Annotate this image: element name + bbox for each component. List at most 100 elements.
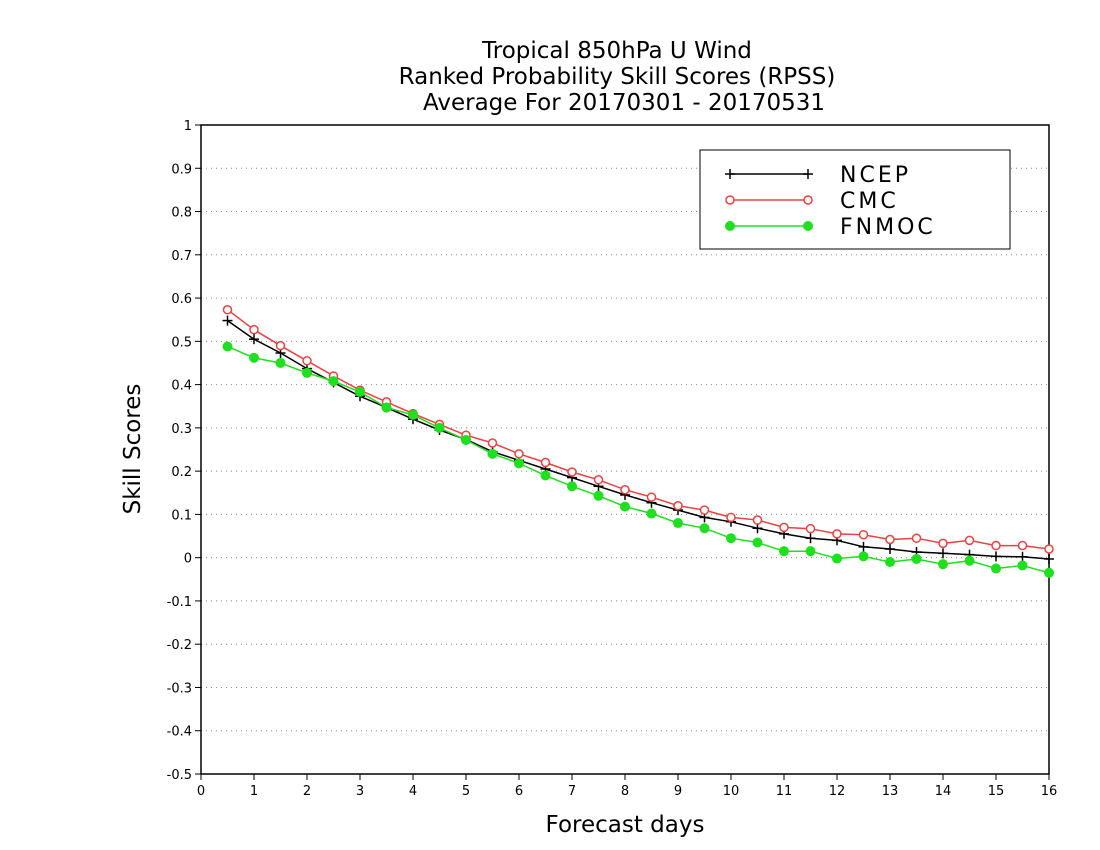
title-line-3: Average For 20170301 - 20170531 <box>423 90 825 116</box>
x-tick-label: 1 <box>250 784 258 799</box>
x-tick-label: 10 <box>723 784 740 799</box>
legend-label-ncep: NCEP <box>840 163 911 188</box>
data-point-fnmoc <box>646 508 657 519</box>
legend-label-fnmoc: FNMOC <box>840 215 936 240</box>
y-tick-label: 0.7 <box>171 249 192 264</box>
data-point-fnmoc <box>381 402 392 413</box>
y-tick-label: 0.9 <box>171 162 192 177</box>
y-tick-label: -0.3 <box>167 681 192 696</box>
data-point-fnmoc <box>1017 560 1028 571</box>
data-point-cmc <box>964 535 975 546</box>
data-point-cmc <box>858 529 869 540</box>
data-point-cmc <box>620 484 630 495</box>
data-point-cmc <box>832 529 842 539</box>
y-tick-label: -0.2 <box>167 638 192 653</box>
data-point-ncep <box>1017 551 1028 562</box>
data-point-cmc <box>646 492 657 502</box>
data-point-cmc <box>805 523 816 534</box>
data-point-fnmoc <box>328 376 339 387</box>
data-point-cmc <box>938 538 948 549</box>
data-point-cmc <box>593 475 604 485</box>
x-tick-label: 15 <box>988 784 1005 799</box>
data-point-cmc <box>911 533 922 543</box>
data-point-fnmoc <box>593 490 604 501</box>
legend-item-ncep: NCEP <box>725 163 911 188</box>
data-point-ncep <box>249 334 259 345</box>
x-tick-label: 12 <box>829 784 846 799</box>
x-tick-label: 11 <box>776 784 793 799</box>
data-point-ncep <box>805 533 816 544</box>
data-point-ncep <box>858 541 869 552</box>
data-point-fnmoc <box>514 458 524 469</box>
series-line-fnmoc <box>227 345 1050 574</box>
legend-swatch-marker <box>803 221 813 231</box>
x-tick-label: 16 <box>1041 784 1058 799</box>
x-tick-label: 3 <box>356 784 364 799</box>
data-point-cmc <box>699 505 710 515</box>
x-tick-label: 0 <box>197 784 205 799</box>
data-point-fnmoc <box>355 386 365 397</box>
y-axis-label: Skill Scores <box>120 384 146 515</box>
legend-swatch-marker <box>803 169 813 179</box>
series-fnmoc <box>222 341 1054 578</box>
data-point-ncep <box>222 315 233 326</box>
y-tick-label: 0.6 <box>171 292 192 307</box>
y-tick-label: -0.5 <box>167 768 192 783</box>
data-point-fnmoc <box>1044 567 1054 578</box>
x-tick-label: 2 <box>303 784 311 799</box>
data-point-fnmoc <box>434 422 445 433</box>
x-tick-label: 6 <box>515 784 523 799</box>
data-point-fnmoc <box>964 555 975 566</box>
data-point-ncep <box>752 523 763 534</box>
y-tick-label: -0.1 <box>167 595 192 610</box>
legend-swatch-marker <box>803 195 813 205</box>
data-point-fnmoc <box>699 523 710 534</box>
series-line-ncep <box>227 319 1050 560</box>
data-point-ncep <box>1044 553 1054 564</box>
x-tick-label: 9 <box>674 784 682 799</box>
data-point-fnmoc <box>991 563 1001 574</box>
data-point-fnmoc <box>938 559 948 570</box>
data-point-cmc <box>514 449 524 459</box>
series-ncep <box>222 315 1054 564</box>
x-axis-label: Forecast days <box>546 812 705 838</box>
y-tick-label: 0.8 <box>171 206 192 221</box>
data-point-cmc <box>302 356 312 366</box>
data-point-fnmoc <box>620 501 630 512</box>
data-point-cmc <box>726 512 736 523</box>
title-line-1: Tropical 850hPa U Wind <box>481 38 752 64</box>
x-tick-label: 4 <box>409 784 417 799</box>
data-point-cmc <box>275 340 286 351</box>
x-tick-label: 5 <box>462 784 470 799</box>
data-point-fnmoc <box>302 367 312 378</box>
x-tick-label: 13 <box>882 784 899 799</box>
legend-swatch-marker <box>725 169 735 179</box>
data-point-cmc <box>991 540 1001 551</box>
y-tick-label: -0.4 <box>167 725 192 740</box>
y-tick-label: 0.1 <box>171 508 192 523</box>
data-point-fnmoc <box>911 553 922 564</box>
data-point-cmc <box>540 457 551 468</box>
x-tick-label: 14 <box>935 784 952 799</box>
data-point-fnmoc <box>858 551 869 562</box>
data-point-fnmoc <box>805 546 816 557</box>
series-line-cmc <box>227 309 1050 550</box>
data-point-fnmoc <box>567 481 577 492</box>
y-tick-label: 0.5 <box>171 335 192 350</box>
data-point-ncep <box>885 544 895 555</box>
y-tick-label: 0 <box>184 552 192 567</box>
y-tick-label: 0.2 <box>171 465 192 480</box>
data-point-fnmoc <box>832 553 842 564</box>
data-point-fnmoc <box>408 409 418 420</box>
data-point-fnmoc <box>752 537 763 548</box>
data-point-cmc <box>249 324 259 335</box>
data-point-cmc <box>885 534 895 545</box>
data-point-fnmoc <box>487 448 498 459</box>
legend-label-cmc: CMC <box>840 189 899 214</box>
series-layer <box>222 304 1054 578</box>
x-tick-label: 7 <box>568 784 576 799</box>
data-point-cmc <box>222 304 233 315</box>
y-tick-label: 1 <box>184 119 192 134</box>
legend-item-cmc: CMC <box>725 189 899 214</box>
